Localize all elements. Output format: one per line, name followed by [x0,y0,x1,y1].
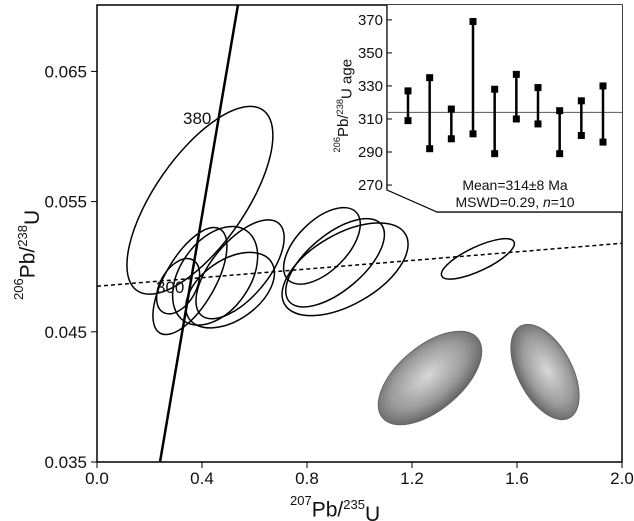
x-tick-label: 0.8 [295,469,319,488]
error-ellipse [282,206,362,285]
label-part: Pb/ [16,247,39,279]
error-ellipse [284,217,386,308]
mswd-part: MSWD=0.29, [455,194,543,210]
inset-frame [386,5,622,213]
concordia-line [158,4,240,463]
y-tick-label: 330 [358,78,383,95]
y-tick-label: 310 [358,111,383,128]
label-part: Pb/ [312,498,344,521]
plot-frame [96,4,623,463]
error-cap-top [512,70,520,78]
error-cap-top [491,85,499,93]
error-cap-bottom [512,115,520,123]
axis-label: 207Pb/235U [290,493,380,521]
error-cap-top [599,82,607,90]
superscript: 207 [290,493,312,508]
x-tick-label: 1.2 [400,469,424,488]
y-tick-label: 0.055 [44,193,87,212]
error-cap-top [404,87,412,95]
superscript: 238 [335,99,345,115]
mswd-part: n [543,194,551,210]
error-cap-top [469,18,477,26]
x-tick-label: 0.0 [85,469,109,488]
error-cap-bottom [491,150,499,158]
x-tick-label: 0.4 [190,469,214,488]
error-cap-bottom [469,130,477,138]
error-cap-top [577,97,585,105]
superscript: 238 [15,225,30,247]
mswd-part: =10 [551,194,575,210]
error-ellipse [184,251,276,329]
error-cap-bottom [556,150,564,158]
error-cap-bottom [599,138,607,146]
discordia-line [96,242,623,287]
superscript: 235 [343,497,365,512]
y-tick-label: 0.035 [44,453,87,472]
error-cap-bottom [577,131,585,139]
x-tick-label: 2.0 [610,469,634,488]
label-part: U age [338,59,355,99]
error-cap-bottom [404,117,412,125]
y-tick-label: 0.065 [44,62,87,81]
error-ellipse [155,257,201,315]
age-label: 300 [156,278,184,297]
error-cap-bottom [426,145,434,153]
error-cap-top [426,74,434,82]
y-tick-label: 290 [358,144,383,161]
label-part: U [365,503,380,521]
axis-label: 206Pb/238U [11,210,44,300]
error-cap-top [534,84,542,92]
y-tick-label: 270 [358,177,383,194]
y-tick-label: 370 [358,12,383,29]
error-cap-top [556,107,564,115]
y-tick-label: 0.045 [44,323,87,342]
zircon-images [377,323,580,426]
mswd-annotation: MSWD=0.29, n=10 [455,194,574,210]
y-tick-label: 350 [358,45,383,62]
age-label: 380 [183,109,211,128]
error-cap-top [447,105,455,113]
superscript: 206 [332,137,342,153]
zircon-grain [510,323,580,421]
superscript: 206 [11,278,26,300]
error-ellipse [281,222,409,317]
error-ellipse [171,225,259,326]
error-cap-bottom [534,120,542,128]
zircon-grain [377,330,483,426]
error-ellipse [440,237,516,280]
axis-label: 206Pb/238U age [332,59,355,153]
error-cap-bottom [447,135,455,143]
inset-background [387,5,622,212]
label-part: U [21,210,44,225]
error-ellipse [195,219,285,320]
label-part: Pb/ [335,114,352,137]
mean-annotation: Mean=314±8 Ma [462,177,568,193]
x-tick-label: 1.6 [505,469,529,488]
